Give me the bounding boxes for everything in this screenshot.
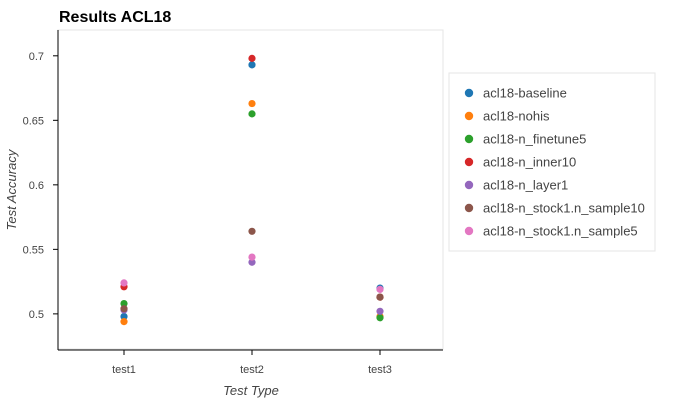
data-point: [120, 305, 128, 313]
y-axis-label: Test Accuracy: [4, 148, 19, 230]
data-point: [248, 99, 256, 108]
data-point: [248, 110, 256, 118]
y-tick-label: 0.7: [29, 51, 44, 63]
legend-marker: [464, 134, 474, 144]
data-point: [120, 279, 128, 287]
legend-marker: [464, 180, 474, 190]
legend-marker: [464, 88, 474, 98]
legend-marker: [464, 111, 474, 121]
legend-label: acl18-n_finetune5: [483, 132, 586, 147]
x-axis-ticks: test1 test2 test3: [112, 350, 392, 376]
data-point: [120, 318, 128, 326]
legend: acl18-baseline acl18-nohis acl18-n_finetun…: [448, 72, 656, 252]
data-point: [248, 227, 256, 235]
legend-label: acl18-n_stock1.n_sample10: [483, 201, 645, 216]
legend-label: acl18-n_inner10: [483, 155, 576, 170]
x-axis-label: Test Type: [223, 383, 279, 398]
y-tick-label: 0.65: [23, 115, 44, 127]
data-point: [248, 253, 256, 261]
data-points: [120, 54, 384, 326]
legend-items: acl18-baseline acl18-nohis acl18-n_finetun…: [464, 86, 645, 239]
data-point: [120, 299, 128, 308]
legend-marker: [464, 203, 474, 213]
y-axis-ticks: 0.5 0.55 0.6 0.65 0.7: [23, 51, 58, 321]
y-tick-label: 0.6: [29, 180, 44, 192]
legend-marker: [464, 226, 474, 236]
legend-box: [448, 72, 656, 252]
y-tick-label: 0.5: [29, 309, 44, 321]
x-tick-label: test1: [112, 364, 136, 376]
legend-marker: [464, 157, 474, 167]
data-point: [376, 293, 384, 301]
data-point: [376, 314, 384, 322]
x-tick-label: test3: [368, 364, 392, 376]
data-point: [248, 258, 256, 266]
data-point: [248, 54, 256, 62]
legend-label: acl18-baseline: [483, 86, 567, 101]
legend-label: acl18-n_layer1: [483, 178, 568, 193]
legend-label: acl18-nohis: [483, 109, 550, 124]
y-tick-label: 0.55: [23, 244, 44, 256]
x-tick-label: test2: [240, 364, 264, 376]
data-point: [248, 61, 256, 69]
data-point: [376, 285, 384, 293]
data-point: [120, 312, 128, 321]
legend-label: acl18-n_stock1.n_sample5: [483, 224, 638, 239]
data-point: [376, 307, 384, 315]
chart-title: Results ACL18: [59, 9, 171, 26]
plot-frame: [57, 29, 444, 350]
